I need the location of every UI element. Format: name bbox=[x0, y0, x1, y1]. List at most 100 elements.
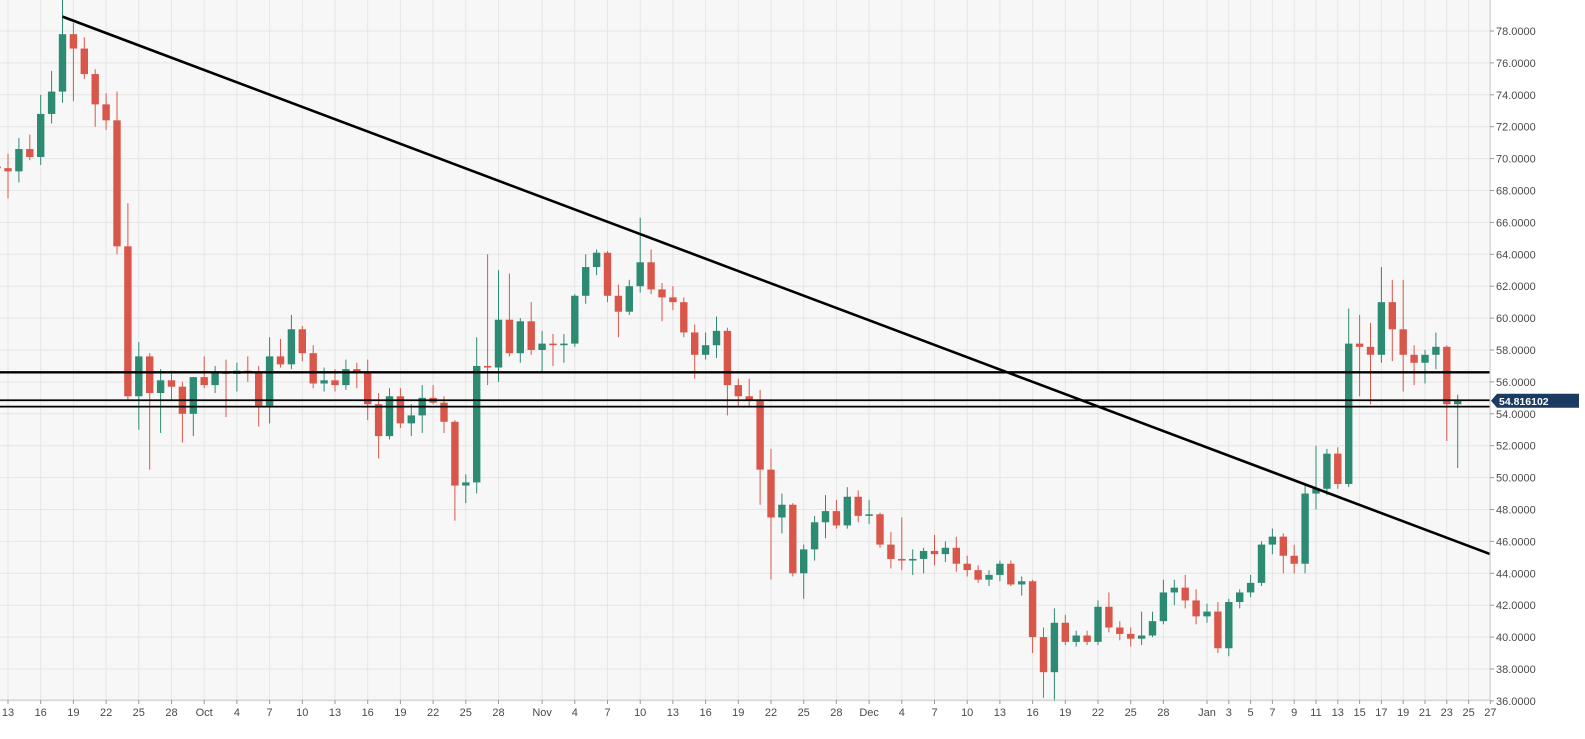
candle-body bbox=[625, 286, 633, 312]
candle-body bbox=[843, 496, 851, 526]
candle-body bbox=[909, 558, 917, 561]
candle-body bbox=[396, 396, 405, 424]
candle-body bbox=[516, 321, 524, 354]
candle-body bbox=[974, 570, 982, 580]
candle-body bbox=[1268, 536, 1277, 545]
candle-up bbox=[1072, 630, 1080, 647]
candle-down bbox=[691, 324, 699, 379]
candle-up bbox=[636, 217, 644, 293]
candle-body bbox=[1159, 592, 1168, 622]
price-tick-label: 62.0000 bbox=[1496, 281, 1536, 293]
time-tick-label: 25 bbox=[1125, 707, 1137, 719]
candle-up bbox=[1301, 483, 1309, 574]
candle-body bbox=[1203, 611, 1211, 617]
candle-body bbox=[265, 356, 274, 406]
candle-down bbox=[898, 517, 906, 571]
candle-down bbox=[1443, 345, 1451, 441]
candle-down bbox=[1181, 574, 1189, 609]
drawing-lines-layer bbox=[0, 15, 1491, 556]
price-tick-label: 66.0000 bbox=[1496, 217, 1536, 229]
time-tick-label: 28 bbox=[492, 707, 504, 719]
candle-body bbox=[1127, 633, 1135, 639]
candle-down bbox=[680, 297, 688, 338]
candle-down bbox=[4, 153, 12, 199]
candle-body bbox=[47, 91, 56, 114]
time-tick-label: 28 bbox=[1157, 707, 1169, 719]
candle-down bbox=[647, 249, 655, 295]
time-tick-label: 4 bbox=[572, 707, 578, 719]
candle-body bbox=[1028, 581, 1037, 638]
candle-body bbox=[309, 353, 317, 384]
price-axis[interactable]: 36.0000 38.0000 40.0000 42.0000 44.0000 46.00… bbox=[1489, 0, 1536, 708]
time-tick-label: 13 bbox=[994, 707, 1006, 719]
candle-body bbox=[996, 563, 1004, 575]
candle-body bbox=[1116, 627, 1124, 634]
candle-up bbox=[407, 404, 415, 437]
candle-down bbox=[658, 283, 666, 322]
candle-down bbox=[1410, 345, 1418, 386]
candle-body bbox=[483, 365, 492, 368]
time-axis[interactable]: 13 16 19 22 25 28 Oct 4 7 10 13 16 19 22 25 28 Nov 4 7 10 13… bbox=[0, 699, 1497, 719]
candle-body bbox=[1192, 600, 1200, 617]
candle-body bbox=[4, 168, 12, 172]
candle-up bbox=[1050, 608, 1059, 701]
time-tick-label: 3 bbox=[1226, 707, 1232, 719]
candle-down bbox=[614, 284, 623, 338]
candle-down bbox=[887, 531, 895, 569]
candle-body bbox=[1388, 302, 1396, 330]
candle-body bbox=[374, 404, 383, 437]
candle-down bbox=[1366, 322, 1375, 405]
price-tick-label: 44.0000 bbox=[1496, 568, 1536, 580]
candle-body bbox=[505, 319, 514, 354]
candle-down bbox=[124, 203, 132, 402]
candle-body bbox=[985, 574, 993, 580]
candles-layer bbox=[0, 0, 1462, 701]
candle-down bbox=[26, 134, 34, 161]
candle-down bbox=[102, 93, 110, 130]
candle-up bbox=[701, 332, 710, 360]
time-tick-label: 10 bbox=[961, 707, 973, 719]
candle-down bbox=[276, 338, 285, 368]
candle-down bbox=[91, 69, 99, 127]
candle-up bbox=[1225, 598, 1233, 657]
candle-body bbox=[451, 421, 459, 486]
candle-body bbox=[462, 482, 470, 486]
time-tick-label: 4 bbox=[234, 707, 240, 719]
candle-body bbox=[364, 372, 372, 405]
candle-up bbox=[625, 279, 633, 315]
candle-down bbox=[298, 326, 306, 362]
candle-body bbox=[1399, 329, 1407, 355]
candle-down bbox=[734, 378, 742, 406]
time-tick-label: 7 bbox=[604, 707, 610, 719]
candle-up bbox=[571, 294, 579, 347]
candle-body bbox=[1105, 606, 1113, 628]
candle-up bbox=[1137, 611, 1146, 646]
candle-body bbox=[1137, 635, 1146, 639]
candle-body bbox=[712, 330, 721, 346]
candle-body bbox=[211, 372, 219, 386]
candle-body bbox=[1246, 582, 1255, 593]
price-tick-label: 60.0000 bbox=[1496, 313, 1536, 325]
candle-down bbox=[374, 393, 383, 459]
candle-down bbox=[255, 365, 263, 427]
candle-body bbox=[1355, 343, 1364, 347]
candle-down bbox=[1039, 627, 1048, 698]
candle-down bbox=[1279, 533, 1287, 574]
candle-body bbox=[963, 563, 971, 571]
candle-down bbox=[930, 535, 939, 566]
candle-body bbox=[1083, 635, 1091, 642]
candle-down bbox=[963, 555, 971, 577]
candle-body bbox=[91, 74, 99, 105]
candle-body bbox=[0, 166, 1, 169]
candle-body bbox=[353, 369, 361, 373]
candle-up bbox=[712, 316, 721, 358]
time-tick-label: 15 bbox=[1353, 707, 1365, 719]
candle-up bbox=[211, 365, 219, 394]
candle-up bbox=[582, 254, 590, 304]
price-tick-label: 74.0000 bbox=[1496, 90, 1536, 102]
candle-down bbox=[1083, 630, 1091, 646]
candle-down bbox=[549, 334, 557, 366]
candle-up bbox=[843, 487, 851, 529]
candle-up bbox=[1236, 589, 1244, 609]
